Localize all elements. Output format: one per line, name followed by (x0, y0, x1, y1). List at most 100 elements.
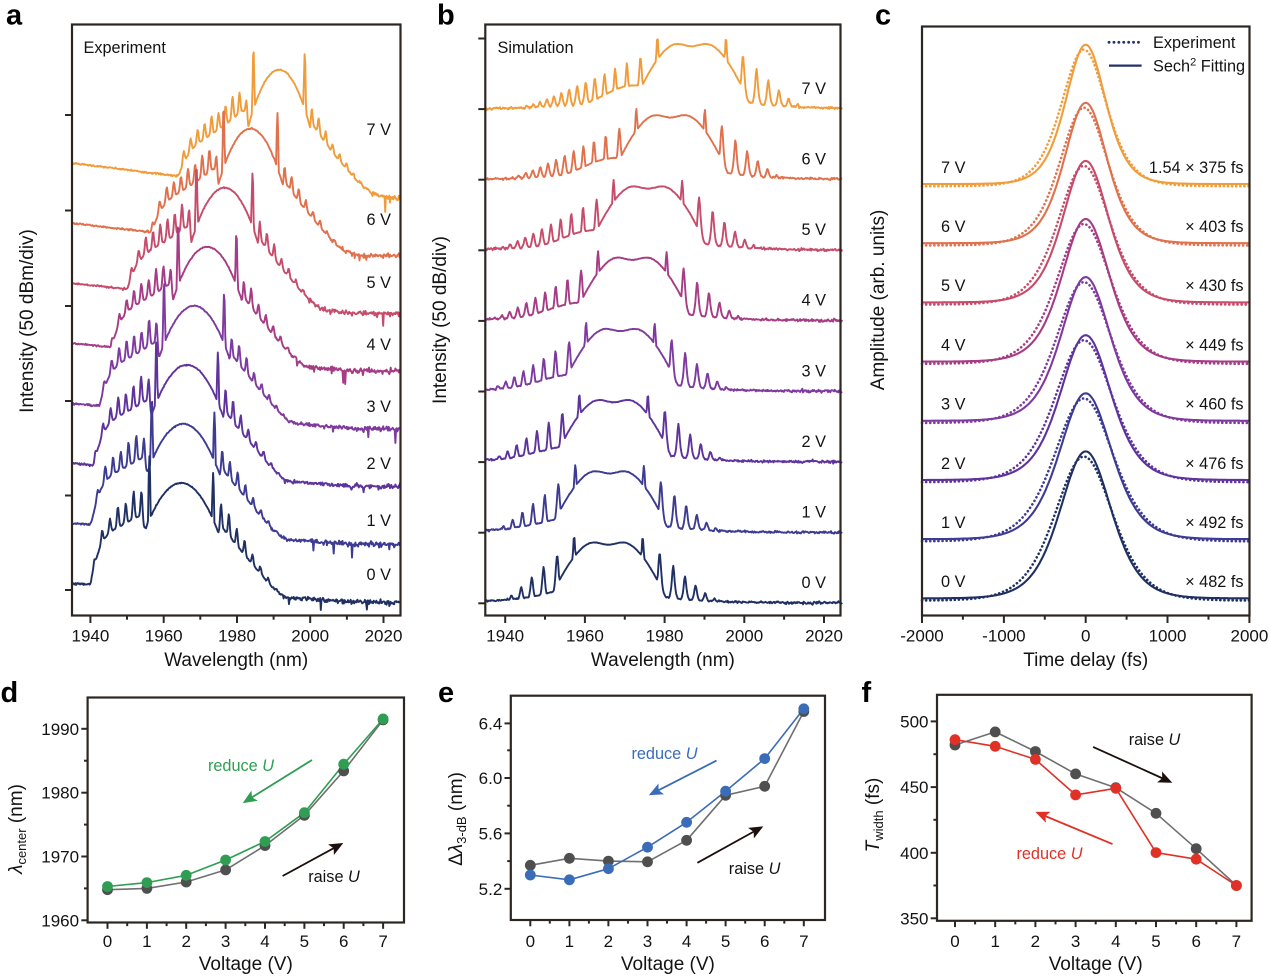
svg-text:1: 1 (565, 932, 574, 951)
svg-text:Wavelength (nm): Wavelength (nm) (164, 650, 308, 671)
svg-text:3: 3 (643, 932, 652, 951)
svg-text:7: 7 (378, 932, 387, 951)
svg-text:5 V: 5 V (367, 274, 392, 292)
svg-text:1000: 1000 (1149, 627, 1187, 646)
svg-text:1990: 1990 (41, 720, 79, 739)
svg-text:3: 3 (221, 932, 230, 951)
svg-text:1980: 1980 (41, 784, 79, 803)
svg-text:× 460 fs: × 460 fs (1185, 396, 1243, 414)
svg-text:6 V: 6 V (941, 218, 966, 236)
svg-text:1: 1 (990, 932, 999, 951)
svg-text:× 482 fs: × 482 fs (1185, 573, 1243, 591)
svg-text:Voltage (V): Voltage (V) (1049, 954, 1143, 975)
svg-text:Intensity (50 dBm/div): Intensity (50 dBm/div) (17, 229, 38, 413)
svg-text:1970: 1970 (41, 848, 79, 867)
svg-text:Experiment: Experiment (84, 39, 167, 57)
svg-text:1 V: 1 V (941, 514, 966, 532)
svg-text:5.6: 5.6 (479, 824, 503, 843)
svg-text:4 V: 4 V (802, 292, 827, 310)
svg-text:reduce U: reduce U (208, 757, 274, 775)
svg-text:6 V: 6 V (367, 211, 392, 229)
svg-text:1.54 × 375 fs: 1.54 × 375 fs (1149, 159, 1244, 177)
svg-text:raise U: raise U (729, 860, 781, 878)
svg-text:1960: 1960 (41, 911, 79, 930)
svg-text:2000: 2000 (291, 627, 329, 646)
svg-text:4 V: 4 V (941, 336, 966, 354)
svg-text:Wavelength (nm): Wavelength (nm) (591, 650, 735, 671)
svg-text:× 492 fs: × 492 fs (1185, 514, 1243, 532)
svg-text:3 V: 3 V (941, 396, 966, 414)
svg-text:500: 500 (900, 712, 928, 731)
svg-text:reduce U: reduce U (631, 745, 697, 763)
svg-text:2: 2 (181, 932, 190, 951)
svg-text:0 V: 0 V (941, 573, 966, 591)
svg-text:2020: 2020 (805, 627, 843, 646)
svg-text:d: d (1, 677, 19, 709)
svg-text:3 V: 3 V (367, 398, 392, 416)
svg-text:7 V: 7 V (941, 159, 966, 177)
svg-text:Amplitude (arb. units): Amplitude (arb. units) (868, 210, 889, 391)
svg-text:Time delay (fs): Time delay (fs) (1023, 650, 1148, 671)
svg-text:5: 5 (300, 932, 309, 951)
svg-text:0 V: 0 V (802, 574, 827, 592)
svg-text:0: 0 (103, 932, 112, 951)
svg-text:Voltage (V): Voltage (V) (199, 954, 293, 975)
svg-text:6: 6 (760, 932, 769, 951)
svg-text:-2000: -2000 (900, 627, 943, 646)
svg-text:0: 0 (950, 932, 959, 951)
svg-text:6.4: 6.4 (479, 714, 503, 733)
svg-text:4: 4 (1111, 932, 1120, 951)
svg-text:reduce U: reduce U (1016, 845, 1082, 863)
svg-text:3 V: 3 V (802, 362, 827, 380)
svg-text:7: 7 (799, 932, 808, 951)
svg-text:× 430 fs: × 430 fs (1185, 277, 1243, 295)
svg-text:3: 3 (1071, 932, 1080, 951)
svg-text:6 V: 6 V (802, 151, 827, 169)
svg-text:400: 400 (900, 844, 928, 863)
svg-text:6: 6 (1191, 932, 1200, 951)
svg-text:2 V: 2 V (802, 433, 827, 451)
svg-text:6.0: 6.0 (479, 769, 503, 788)
svg-text:5.2: 5.2 (479, 880, 503, 899)
svg-text:2 V: 2 V (941, 455, 966, 473)
svg-text:c: c (875, 0, 891, 32)
svg-text:0 V: 0 V (367, 566, 392, 584)
svg-text:2: 2 (1031, 932, 1040, 951)
svg-text:4: 4 (682, 932, 691, 951)
svg-text:5: 5 (1151, 932, 1160, 951)
svg-text:1 V: 1 V (367, 512, 392, 530)
svg-text:2020: 2020 (365, 627, 403, 646)
svg-text:Simulation: Simulation (498, 39, 574, 57)
svg-text:Intensity (50 dB/div): Intensity (50 dB/div) (430, 236, 451, 404)
svg-text:e: e (438, 677, 454, 709)
svg-text:6: 6 (339, 932, 348, 951)
svg-text:Experiment: Experiment (1153, 34, 1236, 52)
svg-text:1940: 1940 (71, 627, 109, 646)
svg-text:× 449 fs: × 449 fs (1185, 336, 1243, 354)
svg-text:× 476 fs: × 476 fs (1185, 455, 1243, 473)
svg-text:1940: 1940 (486, 627, 524, 646)
svg-text:f: f (862, 677, 872, 709)
svg-text:Twidth (fs): Twidth (fs) (863, 778, 886, 853)
svg-text:0: 0 (1081, 627, 1090, 646)
svg-text:1960: 1960 (566, 627, 604, 646)
svg-text:5 V: 5 V (941, 277, 966, 295)
svg-text:2: 2 (604, 932, 613, 951)
svg-text:Voltage (V): Voltage (V) (621, 954, 715, 975)
svg-text:350: 350 (900, 909, 928, 928)
svg-text:a: a (6, 0, 23, 32)
svg-text:2000: 2000 (1230, 627, 1268, 646)
svg-text:1: 1 (142, 932, 151, 951)
svg-text:5 V: 5 V (802, 221, 827, 239)
svg-text:b: b (437, 0, 455, 32)
svg-text:2000: 2000 (725, 627, 763, 646)
svg-text:7 V: 7 V (367, 121, 392, 139)
svg-text:raise U: raise U (308, 868, 360, 886)
svg-text:λcenter (nm): λcenter (nm) (6, 784, 29, 875)
svg-text:1980: 1980 (218, 627, 256, 646)
svg-text:0: 0 (526, 932, 535, 951)
svg-text:450: 450 (900, 778, 928, 797)
svg-text:7: 7 (1232, 932, 1241, 951)
svg-text:× 403 fs: × 403 fs (1185, 218, 1243, 236)
svg-text:5: 5 (721, 932, 730, 951)
